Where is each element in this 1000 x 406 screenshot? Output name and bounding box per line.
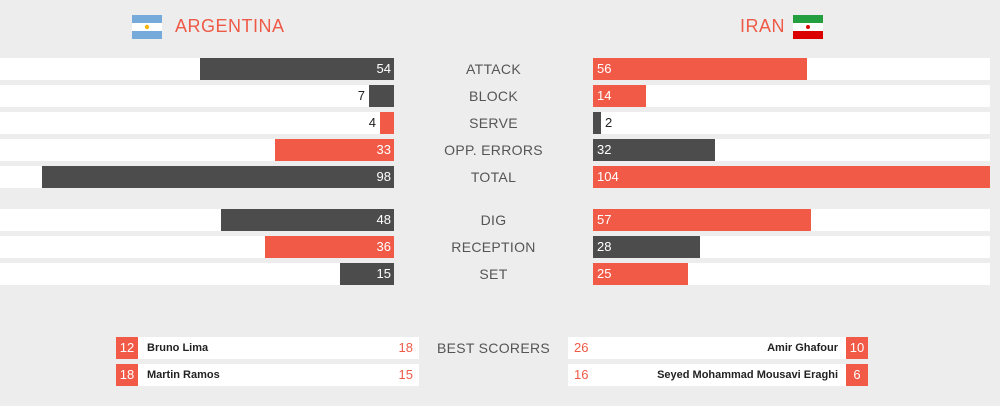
home-stat-bar <box>221 209 394 231</box>
home-stat-track: 98 <box>0 166 394 188</box>
away-stat-bar <box>593 209 811 231</box>
stat-label: SERVE <box>469 115 518 131</box>
away-stat-value: 32 <box>597 142 612 157</box>
away-stat-track: 25 <box>593 263 990 285</box>
player-number-badge: 6 <box>846 364 868 386</box>
home-stat-value: 36 <box>376 239 391 254</box>
away-stat-track: 2 <box>593 112 990 134</box>
player-number-badge: 10 <box>846 337 868 359</box>
away-stat-bar <box>593 166 990 188</box>
home-stat-value: 4 <box>368 115 376 130</box>
away-team-name: IRAN <box>740 16 786 36</box>
home-stat-bar <box>275 139 394 161</box>
player-name: Bruno Lima <box>147 342 209 354</box>
stat-row-reception: 36 RECEPTION 28 <box>0 236 1000 258</box>
home-scorer-row: 12 Bruno Lima 18 <box>116 337 419 359</box>
away-stat-track: 28 <box>593 236 990 258</box>
home-stat-value: 7 <box>357 88 365 103</box>
home-stat-value: 54 <box>376 61 391 76</box>
player-name: Seyed Mohammad Mousavi Eraghi <box>657 369 838 381</box>
stat-row-attack: 54 ATTACK 56 <box>0 58 1000 80</box>
stat-row-set: 15 SET 25 <box>0 263 1000 285</box>
away-stat-value: 104 <box>597 169 619 184</box>
home-stat-value: 33 <box>376 142 391 157</box>
player-number-badge: 12 <box>116 337 138 359</box>
home-stat-value: 15 <box>376 266 391 281</box>
home-stat-track: 4 <box>0 112 394 134</box>
away-stat-bar <box>593 236 700 258</box>
away-scorer-row: 26 Amir Ghafour 10 <box>568 337 868 359</box>
away-stat-track: 32 <box>593 139 990 161</box>
stat-row-opp-errors: 33 OPP. ERRORS 32 <box>0 139 1000 161</box>
argentina-flag-icon <box>132 15 162 39</box>
stat-label: SET <box>479 266 508 282</box>
home-stat-track: 15 <box>0 263 394 285</box>
stat-label: OPP. ERRORS <box>444 142 543 158</box>
away-stat-track: 104 <box>593 166 990 188</box>
best-scorers-label: BEST SCORERS <box>436 340 551 356</box>
stat-label: RECEPTION <box>451 239 536 255</box>
stat-label: BLOCK <box>469 88 518 104</box>
away-stat-bar <box>593 112 601 134</box>
home-stat-bar <box>369 85 394 107</box>
player-points: 18 <box>398 340 413 355</box>
home-stat-track: 54 <box>0 58 394 80</box>
stat-row-dig: 48 DIG 57 <box>0 209 1000 231</box>
player-points: 16 <box>574 367 589 382</box>
away-stat-value: 2 <box>605 115 613 130</box>
away-scorer-row: 16 Seyed Mohammad Mousavi Eraghi 6 <box>568 364 868 386</box>
away-stat-track: 14 <box>593 85 990 107</box>
stat-label: DIG <box>480 212 507 228</box>
stat-row-serve: 4 SERVE 2 <box>0 112 1000 134</box>
stat-label: ATTACK <box>466 61 521 77</box>
home-stat-value: 98 <box>376 169 391 184</box>
away-stat-value: 57 <box>597 212 612 227</box>
player-points: 26 <box>574 340 589 355</box>
stat-row-total: 98 TOTAL 104 <box>0 166 1000 188</box>
home-stat-value: 48 <box>376 212 391 227</box>
home-stat-bar <box>200 58 394 80</box>
away-stat-bar <box>593 139 715 161</box>
home-stat-bar <box>380 112 394 134</box>
away-stat-track: 57 <box>593 209 990 231</box>
home-stat-bar <box>265 236 394 258</box>
away-stat-value: 28 <box>597 239 612 254</box>
home-stat-track: 36 <box>0 236 394 258</box>
away-stat-bar <box>593 85 646 107</box>
home-stat-track: 33 <box>0 139 394 161</box>
away-stat-value: 25 <box>597 266 612 281</box>
iran-flag-icon <box>793 15 823 39</box>
home-team-name: ARGENTINA <box>175 16 285 36</box>
away-stat-bar <box>593 263 688 285</box>
away-stat-value: 14 <box>597 88 612 103</box>
player-name: Martin Ramos <box>147 369 220 381</box>
home-stat-bar <box>42 166 394 188</box>
player-points: 15 <box>398 367 413 382</box>
stat-row-block: 7 BLOCK 14 <box>0 85 1000 107</box>
home-stat-track: 48 <box>0 209 394 231</box>
player-name: Amir Ghafour <box>767 342 838 354</box>
away-stat-bar <box>593 58 807 80</box>
away-stat-track: 56 <box>593 58 990 80</box>
stat-label: TOTAL <box>470 169 517 185</box>
home-scorer-row: 18 Martin Ramos 15 <box>116 364 419 386</box>
home-stat-bar <box>340 263 394 285</box>
player-number-badge: 18 <box>116 364 138 386</box>
home-stat-track: 7 <box>0 85 394 107</box>
away-stat-value: 56 <box>597 61 612 76</box>
